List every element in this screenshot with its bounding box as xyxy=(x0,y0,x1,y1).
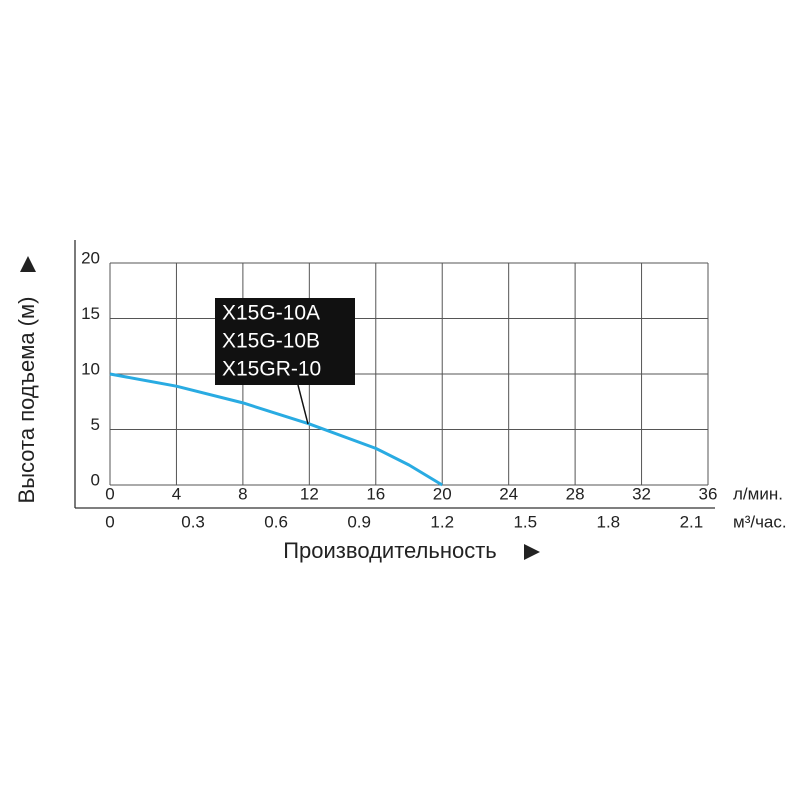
arrow xyxy=(524,544,540,560)
x-tick-label: 0 xyxy=(105,484,114,503)
x2-tick-label: 1.2 xyxy=(430,512,454,531)
x-tick-label: 20 xyxy=(433,484,452,503)
x2-unit: м³/час. xyxy=(733,512,787,531)
x2-tick-label: 2.1 xyxy=(680,512,704,531)
x2-tick-label: 0.9 xyxy=(347,512,371,531)
x-tick-label: 16 xyxy=(366,484,385,503)
x-axis-label: Производительность xyxy=(283,538,497,563)
x-tick-label: 4 xyxy=(172,484,181,503)
x2-tick-label: 0.3 xyxy=(181,512,205,531)
x2-tick-label: 1.8 xyxy=(597,512,621,531)
y-tick-label: 5 xyxy=(91,415,100,434)
x-unit: л/мин. xyxy=(733,484,783,503)
leader-line xyxy=(297,384,309,425)
arrow xyxy=(20,256,36,272)
x2-tick-label: 0.6 xyxy=(264,512,288,531)
annotation-text: X15G-10B xyxy=(222,330,320,353)
x-tick-label: 36 xyxy=(699,484,718,503)
y-tick-label: 15 xyxy=(81,304,100,323)
curve xyxy=(109,372,443,487)
y-tick-label: 10 xyxy=(81,359,100,378)
annotation-text: X15GR-10 xyxy=(222,358,321,381)
y-tick-label: 0 xyxy=(91,470,100,489)
y-tick-label: 20 xyxy=(81,248,100,267)
annotation-box xyxy=(215,298,355,385)
x2-tick-label: 1.5 xyxy=(513,512,537,531)
x-tick-label: 28 xyxy=(566,484,585,503)
annotation-text: X15G-10A xyxy=(222,302,320,325)
x-tick-label: 12 xyxy=(300,484,319,503)
x-tick-label: 24 xyxy=(499,484,518,503)
x-tick-label: 32 xyxy=(632,484,651,503)
x-tick-label: 8 xyxy=(238,484,247,503)
x2-tick-label: 0 xyxy=(105,512,114,531)
y-axis-label: Высота подъема (м) xyxy=(14,297,39,504)
